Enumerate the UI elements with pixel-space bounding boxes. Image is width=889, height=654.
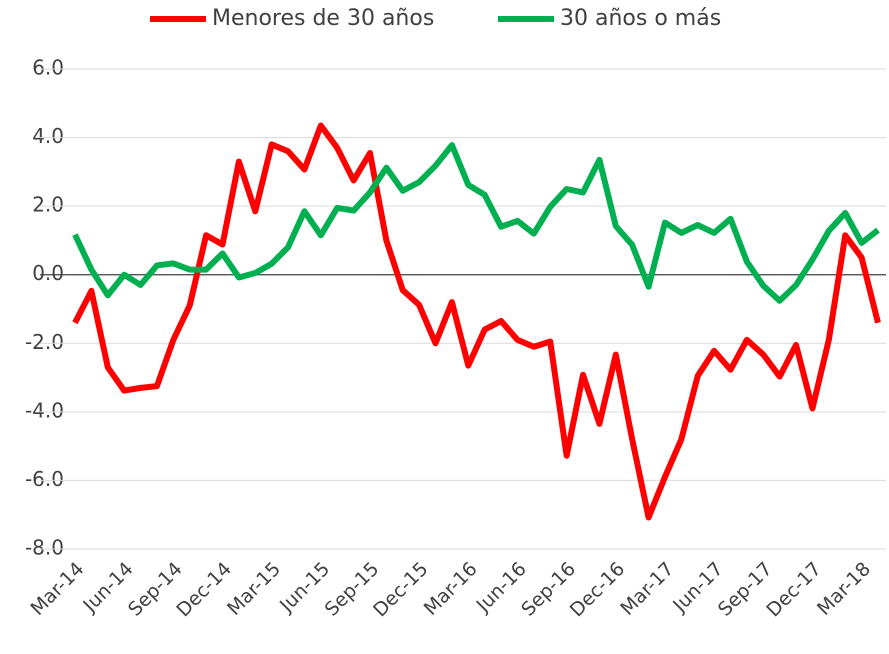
legend-label: Menores de 30 años [212,6,434,31]
y-tick-label: -2.0 [25,330,64,354]
line-series [72,142,880,304]
y-tick-label: 2.0 [32,193,64,217]
x-tick-label: Mar-14 [26,558,88,620]
y-tick-label: 0.0 [32,261,64,285]
legend-label: 30 años o más [560,6,721,31]
y-tick-label: 6.0 [32,56,64,80]
x-tick-label: Mar-16 [420,558,482,620]
y-tick-label: -6.0 [25,467,64,491]
y-tick-label: 4.0 [32,124,64,148]
y-tick-label: -4.0 [25,398,64,422]
x-tick-label: Dec-17 [762,558,826,622]
x-tick-label: Mar-17 [616,558,678,620]
y-tick-label: -8.0 [25,536,64,560]
line-series [72,122,881,521]
x-tick-label: Mar-15 [223,558,285,620]
x-tick-label: Dec-15 [369,558,433,622]
x-tick-label: Dec-14 [172,558,236,622]
x-tick-label: Dec-16 [566,558,630,622]
x-tick-label: Mar-18 [813,558,875,620]
